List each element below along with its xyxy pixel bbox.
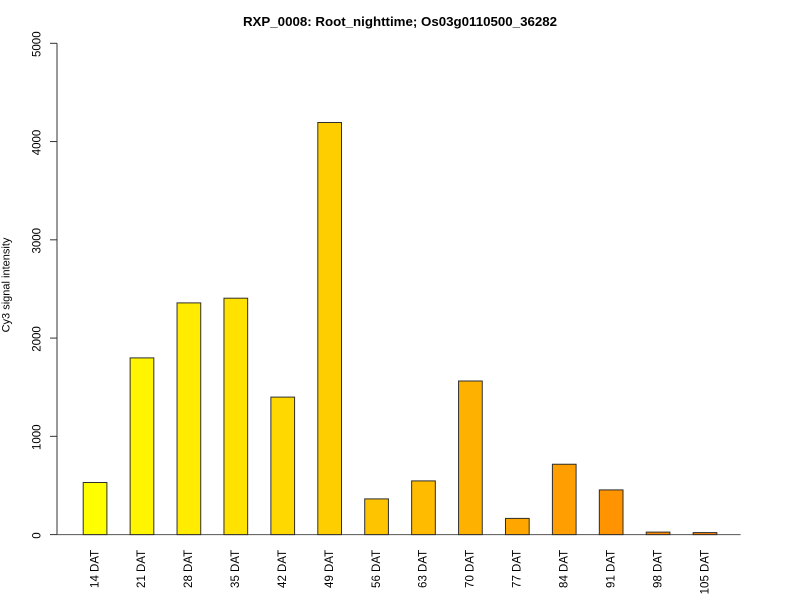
svg-text:91 DAT: 91 DAT: [605, 550, 617, 588]
svg-text:35 DAT: 35 DAT: [230, 550, 242, 588]
svg-text:28 DAT: 28 DAT: [183, 550, 195, 588]
svg-text:98 DAT: 98 DAT: [652, 550, 664, 588]
svg-text:42 DAT: 42 DAT: [277, 550, 289, 588]
svg-text:49 DAT: 49 DAT: [324, 550, 336, 588]
svg-text:Cy3 signal intensity: Cy3 signal intensity: [1, 237, 13, 332]
svg-text:0: 0: [32, 532, 44, 538]
svg-text:4000: 4000: [32, 130, 44, 156]
svg-text:84 DAT: 84 DAT: [559, 550, 571, 588]
svg-text:105 DAT: 105 DAT: [699, 550, 711, 595]
svg-text:RXP_0008: Root_nighttime; Os03: RXP_0008: Root_nighttime; Os03g0110500_3…: [243, 14, 557, 29]
svg-text:63 DAT: 63 DAT: [418, 550, 430, 588]
svg-text:3000: 3000: [32, 228, 44, 254]
svg-text:21 DAT: 21 DAT: [136, 550, 148, 588]
svg-text:5000: 5000: [32, 31, 44, 57]
svg-text:1000: 1000: [32, 424, 44, 450]
svg-text:2000: 2000: [32, 326, 44, 352]
svg-text:56 DAT: 56 DAT: [371, 550, 383, 588]
svg-text:14 DAT: 14 DAT: [89, 550, 101, 588]
svg-text:70 DAT: 70 DAT: [465, 550, 477, 588]
svg-text:77 DAT: 77 DAT: [512, 550, 524, 588]
